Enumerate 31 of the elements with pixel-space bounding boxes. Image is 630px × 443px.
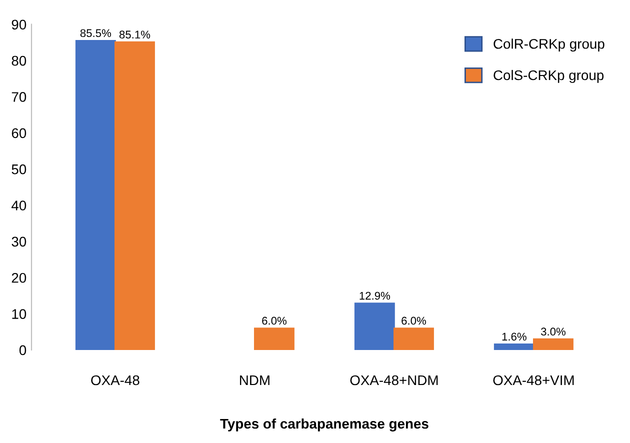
data-label: 3.0% xyxy=(540,328,566,336)
x-tick-label: OXA-48+VIM xyxy=(493,375,574,386)
y-tick-label: 20 xyxy=(12,272,26,283)
bar xyxy=(494,343,534,350)
bar xyxy=(533,338,574,350)
bar xyxy=(114,41,155,350)
legend-label: ColS-CRKp group xyxy=(494,70,604,83)
y-tick-label: 60 xyxy=(12,128,26,138)
legend-label: ColR-CRKp group xyxy=(494,38,604,52)
y-tick-label: 90 xyxy=(12,20,26,30)
data-label: 85.1% xyxy=(119,30,150,39)
x-axis-title: Types of carbapanemase genes xyxy=(220,418,428,432)
bar xyxy=(394,328,434,350)
x-tick-label: OXA-48 xyxy=(91,375,140,386)
y-tick-label: 50 xyxy=(12,164,26,174)
data-label: 12.9% xyxy=(360,292,390,300)
data-label: 1.6% xyxy=(502,332,526,341)
y-tick-label: 30 xyxy=(12,236,26,247)
y-tick-label: 0 xyxy=(19,345,26,356)
x-tick-label: OXA-48+NDM xyxy=(350,375,438,386)
bar xyxy=(354,302,395,350)
y-tick-label: 10 xyxy=(12,309,26,319)
x-tick-label: NDM xyxy=(240,375,270,386)
bar xyxy=(75,40,116,350)
data-label: 6.0% xyxy=(262,316,286,325)
y-tick-label: 70 xyxy=(12,92,26,102)
data-label: 6.0% xyxy=(402,316,426,325)
y-tick-label: 80 xyxy=(12,56,26,66)
y-tick-label: 40 xyxy=(12,200,26,210)
bar xyxy=(254,328,294,350)
data-label: 85.5% xyxy=(80,29,112,38)
